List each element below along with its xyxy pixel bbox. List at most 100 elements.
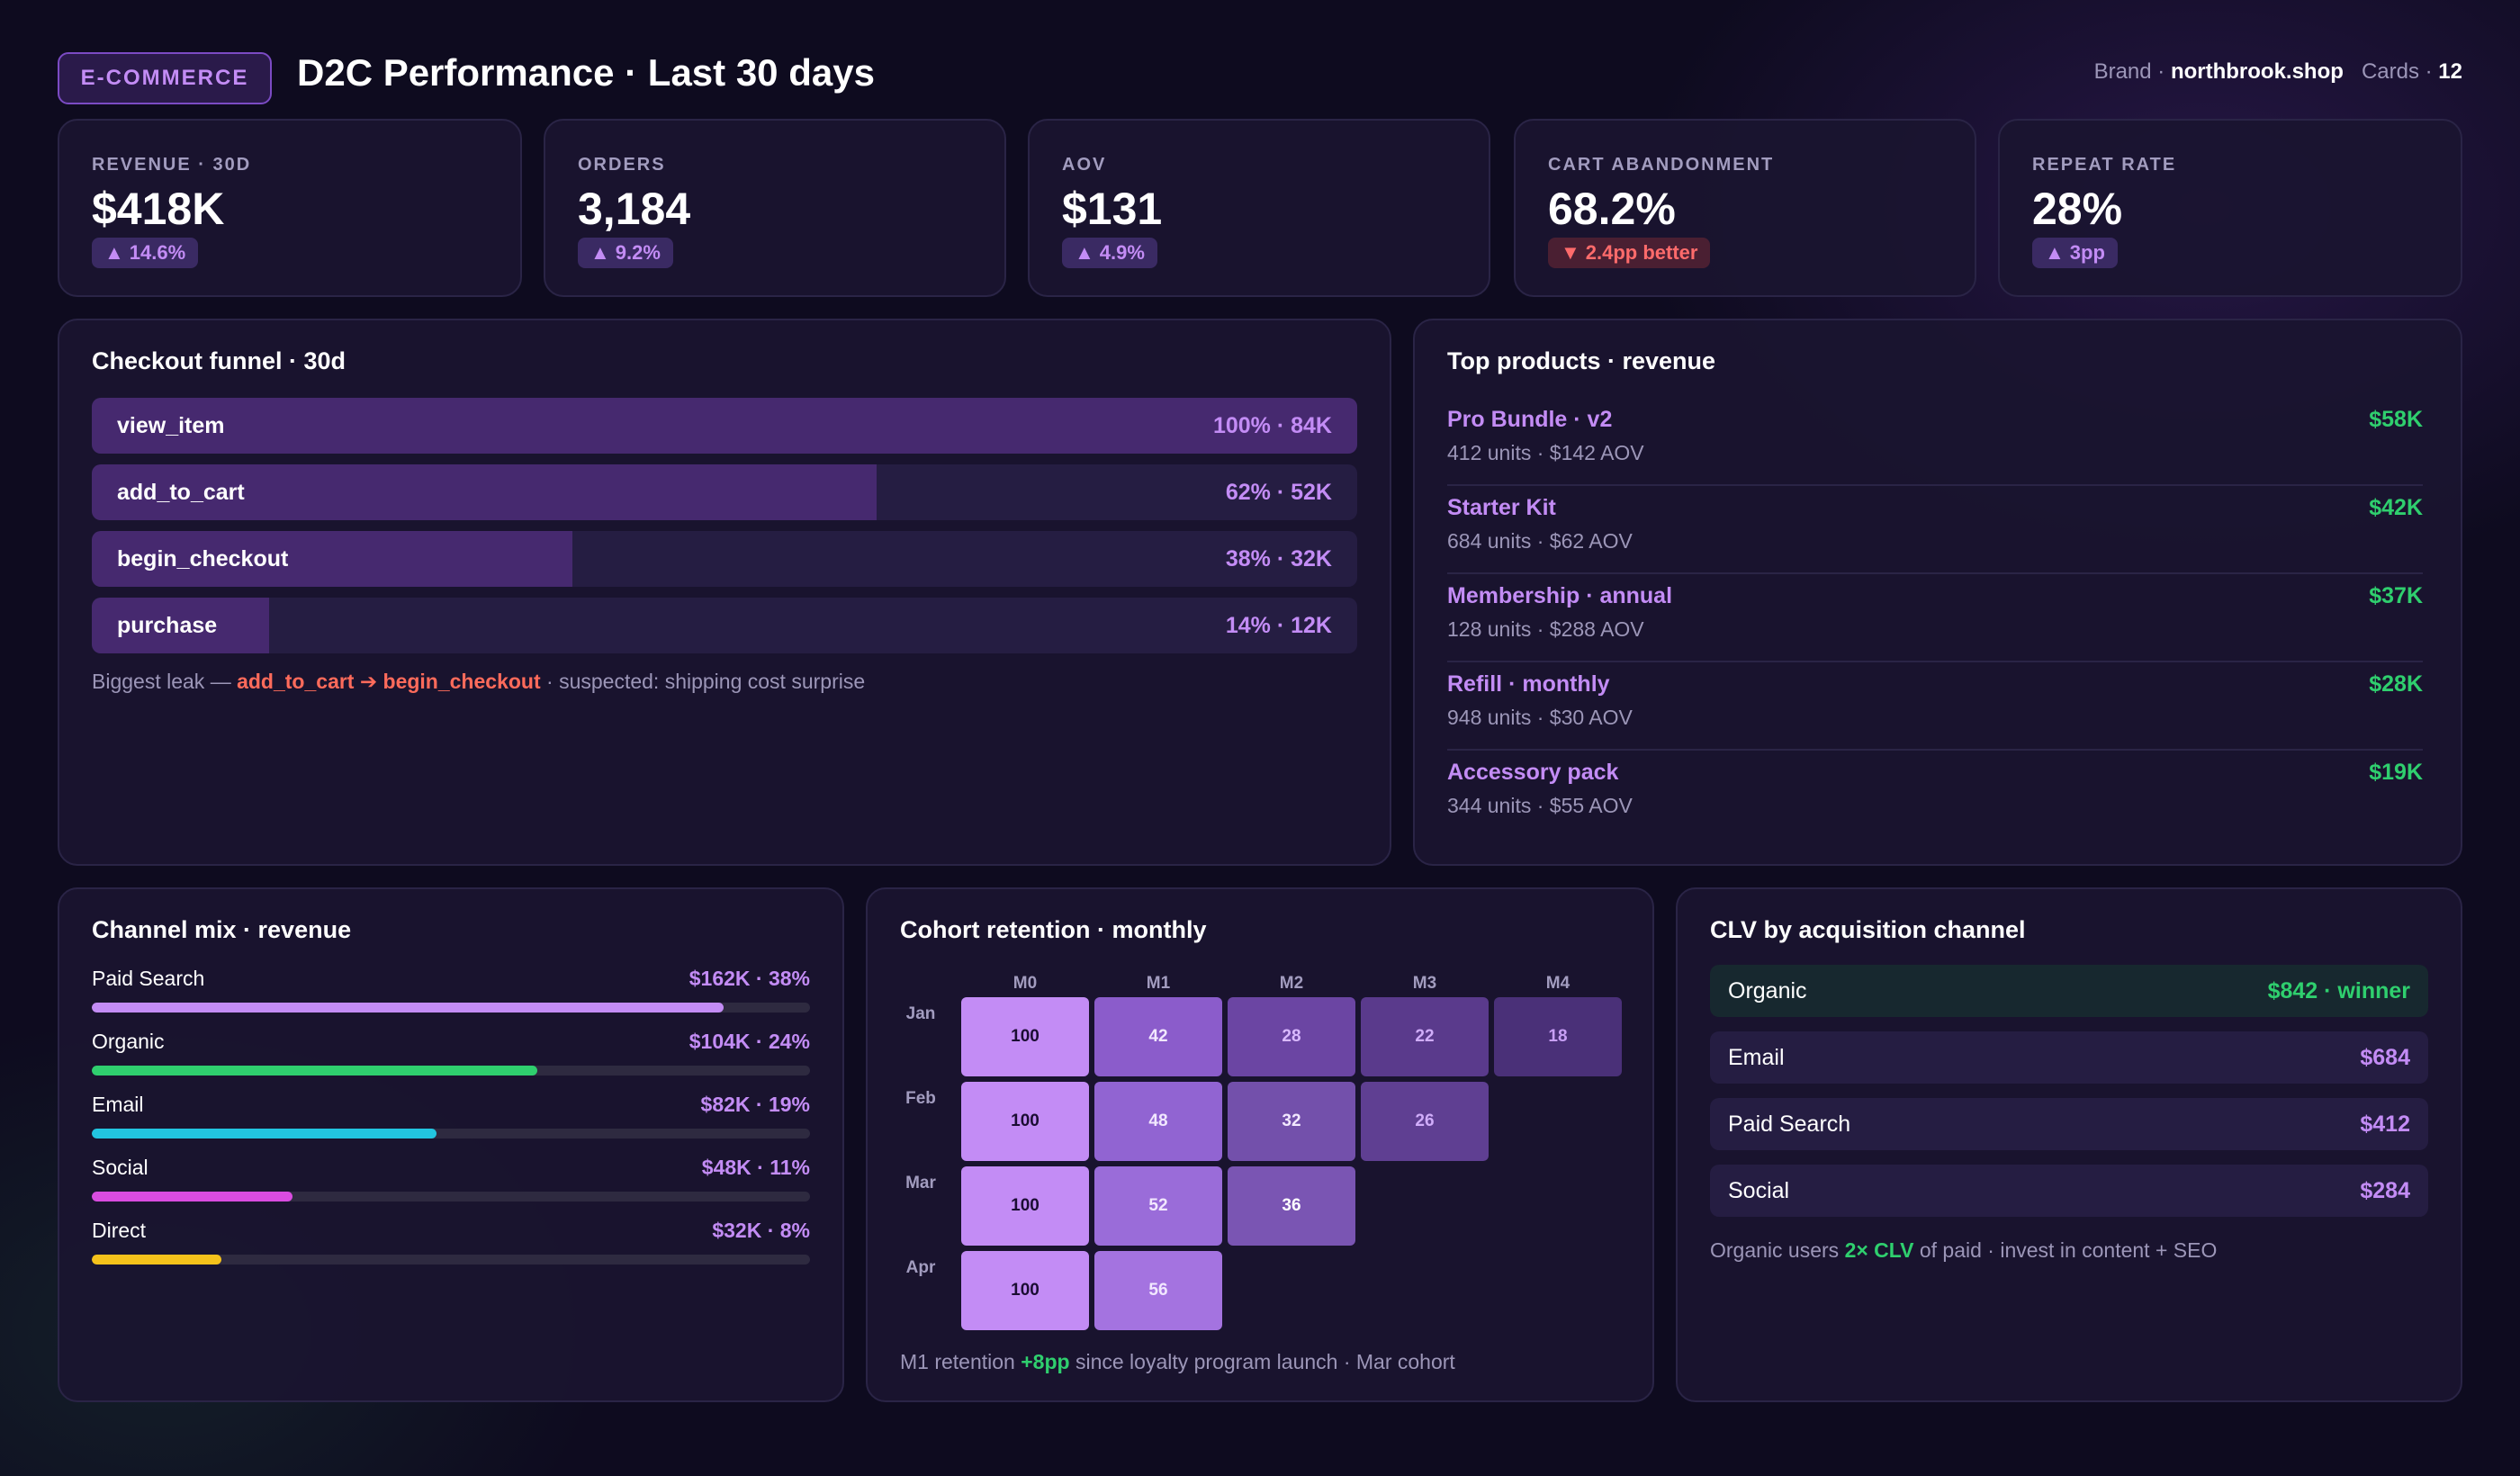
channel-row[interactable]: Paid Search $162K · 38% [92, 967, 810, 1021]
funnel-step[interactable]: add_to_cart 62% · 52K [92, 464, 1357, 520]
channel-bar-track [92, 1255, 810, 1264]
product-row[interactable]: Starter Kit 684 units · $62 AOV $42K [1447, 486, 2423, 574]
cohort-cell[interactable]: 100 [961, 997, 1089, 1076]
kpi-value: $418K [92, 184, 225, 234]
kpi-delta-value: 14.6% [129, 241, 186, 264]
clv-value: $684 [2360, 1045, 2410, 1070]
kpi-label: REPEAT RATE [2032, 155, 2177, 175]
channel-name: Paid Search [92, 967, 205, 990]
clv-row[interactable]: Organic $842 · winner [1710, 965, 2428, 1017]
product-name: Pro Bundle · v2 [1447, 407, 1613, 432]
card-title: Channel mix · revenue [92, 916, 352, 943]
kpi-delta-badge: ▲ 4.9% [1062, 238, 1157, 268]
note-suffix: · suspected: shipping cost surprise [540, 670, 866, 693]
cohort-cell[interactable]: 100 [961, 1251, 1089, 1330]
page-title: D2C Performance · Last 30 days [297, 51, 875, 94]
cohort-cell[interactable]: 36 [1228, 1166, 1355, 1246]
product-details: 344 units · $55 AOV [1447, 794, 1633, 817]
funnel-step-value: 14% · 12K [1225, 613, 1332, 638]
funnel-insight-note: Biggest leak — add_to_cart ➔ begin_check… [92, 670, 865, 694]
funnel-step[interactable]: view_item 100% · 84K [92, 398, 1357, 454]
product-details: 684 units · $62 AOV [1447, 529, 1633, 553]
channel-bar-fill [92, 1192, 293, 1202]
note-prefix: Biggest leak — [92, 670, 238, 693]
note-suffix: of paid · invest in content + SEO [1913, 1238, 2218, 1262]
channel-mix-card: Channel mix · revenue Paid Search $162K … [58, 887, 844, 1402]
cohort-cell[interactable]: 26 [1361, 1082, 1489, 1161]
cohort-cell[interactable]: 56 [1094, 1251, 1222, 1330]
funnel-step-value: 38% · 32K [1225, 546, 1332, 572]
channel-row[interactable]: Email $82K · 19% [92, 1093, 810, 1147]
funnel-step-value: 62% · 52K [1225, 480, 1332, 505]
cohort-row-label: Mar [905, 1174, 936, 1192]
product-row[interactable]: Accessory pack 344 units · $55 AOV $19K [1447, 751, 2423, 839]
funnel-bar-fill [92, 531, 573, 587]
channel-value: $32K · 8% [712, 1219, 810, 1242]
clv-channel: Organic [1728, 978, 1807, 1004]
clv-row[interactable]: Social $284 [1710, 1165, 2428, 1217]
product-revenue: $28K [2369, 671, 2423, 697]
cohort-cell[interactable]: 18 [1494, 997, 1622, 1076]
channel-bar-track [92, 1192, 810, 1202]
product-row[interactable]: Membership · annual 128 units · $288 AOV… [1447, 574, 2423, 662]
cohort-row-label: Apr [905, 1258, 936, 1277]
card-title: Cohort retention · monthly [900, 916, 1207, 943]
funnel-step-name: begin_checkout [117, 546, 289, 572]
funnel-bar-fill [92, 464, 877, 520]
kpi-delta-value: 3pp [2069, 241, 2105, 264]
kpi-card-repeat-rate[interactable]: REPEAT RATE 28% ▲ 3pp [1998, 119, 2462, 297]
product-revenue: $19K [2369, 760, 2423, 785]
channel-bar-track [92, 1129, 810, 1138]
channel-row[interactable]: Social $48K · 11% [92, 1156, 810, 1210]
clv-row[interactable]: Paid Search $412 [1710, 1098, 2428, 1150]
product-name: Accessory pack [1447, 760, 1619, 785]
cohort-column-header: M4 [1545, 974, 1570, 993]
funnel-step[interactable]: purchase 14% · 12K [92, 598, 1357, 653]
note-prefix: M1 retention [900, 1350, 1022, 1373]
cohort-row-label: Feb [905, 1089, 936, 1108]
product-revenue: $58K [2369, 407, 2423, 432]
kpi-value: 68.2% [1548, 184, 1676, 234]
clv-row[interactable]: Email $684 [1710, 1031, 2428, 1084]
cohort-cell[interactable]: 48 [1094, 1082, 1222, 1161]
kpi-delta-badge: ▲ 14.6% [92, 238, 199, 268]
note-highlight: +8pp [1021, 1350, 1070, 1373]
cohort-cell[interactable]: 28 [1228, 997, 1355, 1076]
channel-bar-track [92, 1003, 810, 1012]
cohort-cell[interactable]: 52 [1094, 1166, 1222, 1246]
kpi-label: ORDERS [578, 155, 666, 175]
kpi-value: 28% [2032, 184, 2123, 234]
channel-value: $82K · 19% [700, 1093, 810, 1116]
up-arrow-icon: ▲ [1075, 241, 1094, 264]
up-arrow-icon: ▲ [104, 241, 124, 264]
kpi-card-revenue[interactable]: REVENUE · 30D $418K ▲ 14.6% [58, 119, 522, 297]
funnel-step[interactable]: begin_checkout 38% · 32K [92, 531, 1357, 587]
kpi-delta-badge: ▲ 9.2% [578, 238, 673, 268]
channel-row[interactable]: Direct $32K · 8% [92, 1219, 810, 1273]
note-suffix: since loyalty program launch · Mar cohor… [1069, 1350, 1455, 1373]
product-details: 412 units · $142 AOV [1447, 441, 1644, 464]
checkout-funnel-card: Checkout funnel · 30d view_item 100% · 8… [58, 319, 1391, 866]
cohort-cell[interactable]: 100 [961, 1082, 1089, 1161]
cohort-column-header: M0 [1012, 974, 1038, 993]
cohort-cell[interactable]: 22 [1361, 997, 1489, 1076]
funnel-bar-fill [92, 598, 269, 653]
clv-value: $284 [2360, 1178, 2410, 1203]
cohort-row-label: Jan [905, 1004, 936, 1023]
cohort-cell[interactable]: 42 [1094, 997, 1222, 1076]
cohort-cell[interactable]: 100 [961, 1166, 1089, 1246]
cohort-cell[interactable]: 32 [1228, 1082, 1355, 1161]
kpi-delta-value: 2.4pp better [1585, 241, 1698, 264]
product-row[interactable]: Pro Bundle · v2 412 units · $142 AOV $58… [1447, 398, 2423, 486]
clv-channel: Email [1728, 1045, 1785, 1070]
brand-value[interactable]: northbrook.shop [2170, 59, 2344, 84]
kpi-card-orders[interactable]: ORDERS 3,184 ▲ 9.2% [544, 119, 1006, 297]
note-prefix: Organic users [1710, 1238, 1845, 1262]
product-row[interactable]: Refill · monthly 948 units · $30 AOV $28… [1447, 662, 2423, 751]
kpi-card-cart-abandonment[interactable]: CART ABANDONMENT 68.2% ▼ 2.4pp better [1514, 119, 1976, 297]
kpi-card-aov[interactable]: AOV $131 ▲ 4.9% [1028, 119, 1490, 297]
cohort-column-header: M1 [1146, 974, 1171, 993]
cohort-column-header: M2 [1279, 974, 1304, 993]
channel-row[interactable]: Organic $104K · 24% [92, 1030, 810, 1084]
channel-name: Organic [92, 1030, 165, 1053]
